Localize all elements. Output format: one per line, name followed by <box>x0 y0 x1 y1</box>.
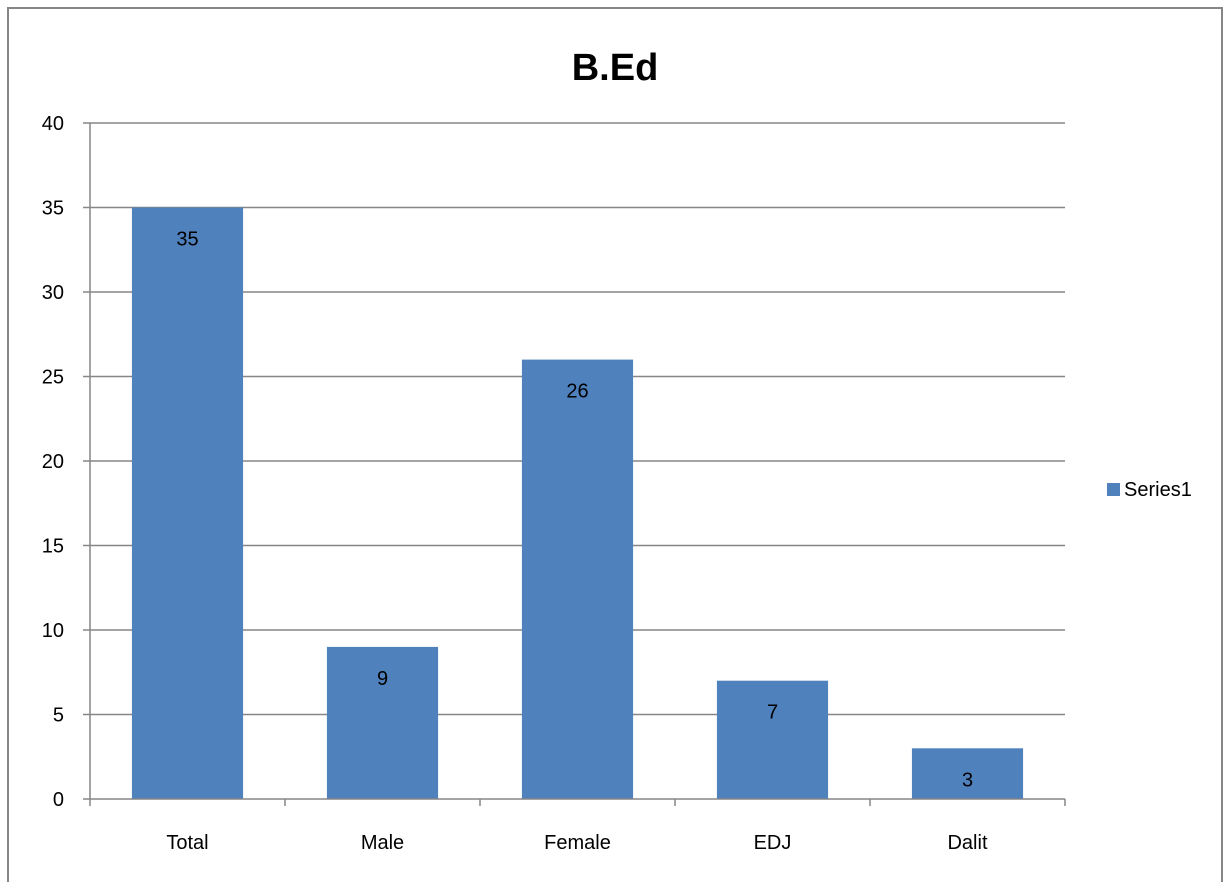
data-label-male: 9 <box>377 668 388 690</box>
x-tick-label-female: Female <box>544 832 611 854</box>
data-label-edj: 7 <box>767 702 778 724</box>
axes <box>83 122 1066 806</box>
chart-title: B.Ed <box>572 47 659 89</box>
y-tick-label: 35 <box>42 198 64 220</box>
bars <box>131 207 1024 799</box>
x-tick-label-edj: EDJ <box>754 832 792 854</box>
bar-male <box>326 646 439 799</box>
y-tick-label: 10 <box>42 620 64 642</box>
bar-edj <box>716 680 829 799</box>
y-tick-labels: 0 5 10 15 20 25 30 35 40 <box>42 113 64 811</box>
legend-swatch-series1 <box>1107 483 1120 496</box>
data-labels: 35 9 26 7 3 <box>176 229 973 792</box>
y-tick-label: 15 <box>42 536 64 558</box>
data-label-total: 35 <box>176 229 198 251</box>
y-tick-label: 5 <box>53 705 64 727</box>
x-tick-label-dalit: Dalit <box>947 832 987 854</box>
y-tick-label: 20 <box>42 451 64 473</box>
y-tick-label: 0 <box>53 789 64 811</box>
x-tick-labels: Total Male Female EDJ Dalit <box>166 832 988 854</box>
data-label-female: 26 <box>566 381 588 403</box>
bar-total <box>131 207 244 799</box>
legend: Series1 <box>1107 479 1192 501</box>
y-tick-label: 30 <box>42 282 64 304</box>
y-tick-label: 40 <box>42 113 64 135</box>
x-tick-label-male: Male <box>361 832 404 854</box>
data-label-dalit: 3 <box>962 769 973 791</box>
legend-label-series1: Series1 <box>1124 479 1192 501</box>
y-tick-label: 25 <box>42 367 64 389</box>
bar-female <box>521 359 634 799</box>
bar-dalit <box>911 748 1024 799</box>
x-tick-label-total: Total <box>166 832 208 854</box>
